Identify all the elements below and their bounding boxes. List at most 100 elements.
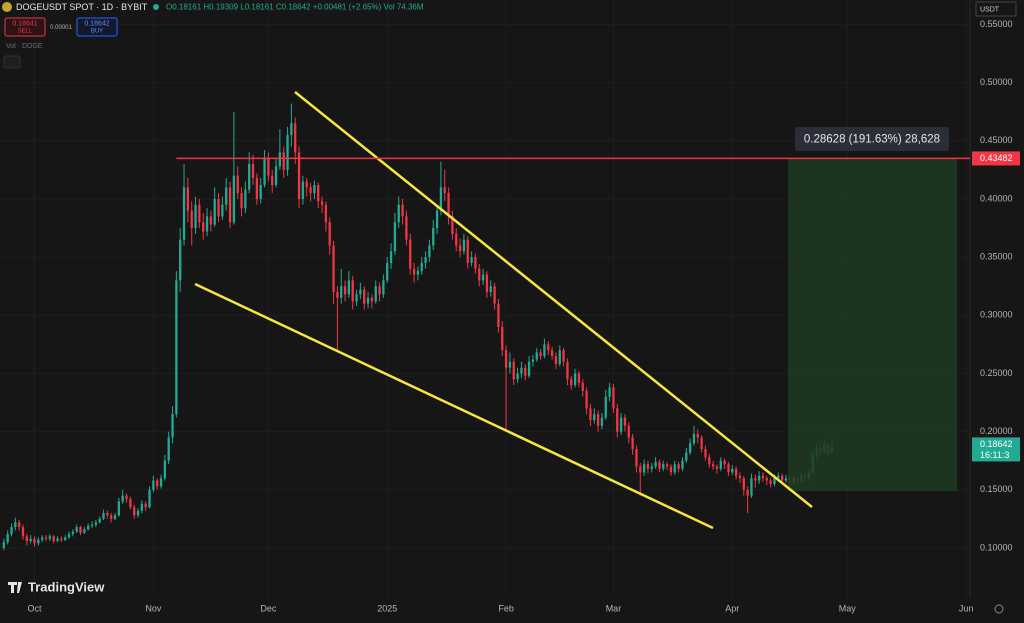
candle-body: [658, 461, 661, 469]
candle-body: [41, 537, 44, 540]
candle-body: [313, 184, 316, 194]
candle-body: [144, 503, 147, 508]
candle-body: [48, 536, 51, 539]
candle-body: [389, 251, 393, 263]
candle-body: [474, 257, 477, 269]
candle-body: [501, 326, 504, 351]
candle-body: [267, 158, 270, 176]
candle-body: [700, 437, 703, 450]
candle-body: [232, 175, 236, 223]
candle-body: [271, 175, 274, 185]
candle-body: [75, 527, 78, 532]
candle-body: [489, 286, 492, 293]
countdown: 16:11:3: [980, 450, 1009, 460]
brand: TradingView: [28, 579, 105, 594]
candle-body: [715, 466, 719, 469]
candle-body: [547, 344, 550, 351]
candle-body: [401, 204, 404, 217]
symbol: DOGEUSDT SPOT · 1D · BYBIT: [16, 2, 148, 12]
candle-body: [677, 464, 680, 469]
candle-body: [90, 524, 94, 526]
candle-body: [25, 536, 28, 541]
candle-body: [129, 499, 132, 508]
y-tick-label: 0.10000: [980, 542, 1013, 552]
candle-body: [669, 466, 673, 473]
x-tick-label: Jun: [959, 603, 974, 613]
candle-body: [328, 222, 331, 246]
candle-body: [731, 468, 734, 473]
candle-body: [221, 204, 224, 217]
candle-body: [324, 204, 328, 223]
candle-body: [608, 387, 611, 397]
candle-body: [750, 478, 753, 496]
candle-body: [619, 417, 623, 432]
candle-body: [589, 408, 592, 420]
candle-body: [290, 123, 293, 135]
candle-body: [225, 187, 228, 205]
candle-body: [83, 529, 86, 533]
ohlc: O0.18161 H0.19309 L0.18161 C0.18642 +0.0…: [166, 3, 424, 12]
candle-body: [470, 257, 473, 263]
spread: 0.00001: [50, 25, 72, 31]
y-tick-label: 0.30000: [980, 310, 1013, 320]
candle-body: [44, 537, 48, 539]
candle-body: [508, 361, 512, 368]
candle-body: [623, 417, 627, 426]
candle-body: [386, 262, 389, 281]
candle-body: [566, 361, 569, 380]
candle-body: [681, 460, 684, 469]
brand-logo: [8, 582, 22, 593]
candle-body: [420, 262, 423, 272]
candle-body: [478, 268, 481, 281]
candle-body: [424, 257, 427, 263]
candle-body: [347, 280, 351, 295]
candle-body: [382, 280, 385, 295]
x-tick-label: 2025: [377, 603, 397, 613]
candle-body: [439, 187, 443, 211]
candle-body: [520, 367, 523, 374]
candle-body: [685, 452, 688, 461]
candle-body: [616, 408, 619, 432]
candle-body: [64, 537, 67, 540]
x-tick-label: Nov: [145, 603, 162, 613]
candle-body: [205, 216, 209, 232]
candle-body: [646, 464, 650, 469]
candle-body: [531, 359, 535, 362]
candle-body: [359, 289, 362, 295]
candle-body: [71, 531, 74, 535]
candle-body: [393, 222, 397, 252]
candle-body: [696, 433, 699, 438]
candle-body: [650, 466, 653, 469]
candle-body: [136, 510, 140, 516]
candle-body: [213, 198, 216, 225]
coin-icon: [2, 2, 12, 12]
candle-body: [539, 352, 542, 357]
sell-button[interactable]: [4, 17, 46, 37]
collapse-button[interactable]: [3, 55, 21, 69]
candle-body: [397, 204, 400, 223]
candle-body: [343, 286, 347, 295]
candle-body: [662, 464, 665, 469]
candle-body: [60, 538, 63, 540]
candle-body: [493, 286, 496, 304]
candle-body: [33, 538, 36, 544]
buy-label: BUY: [91, 29, 103, 35]
candle-body: [458, 245, 462, 252]
candle-body: [600, 417, 604, 426]
candle-body: [56, 538, 59, 541]
last-price-tag: [972, 437, 1020, 462]
candle-body: [512, 361, 515, 380]
currency-box[interactable]: [975, 1, 1017, 17]
candle-body: [516, 373, 519, 380]
candle-body: [374, 286, 377, 302]
buy-button[interactable]: [76, 17, 118, 37]
candle-body: [2, 542, 5, 548]
settings-icon[interactable]: [994, 604, 1004, 614]
candle-body: [14, 522, 17, 528]
x-tick-label: Mar: [606, 603, 622, 613]
candle-body: [156, 480, 159, 487]
candle-body: [688, 443, 692, 453]
candle-body: [320, 201, 324, 205]
candle-body: [10, 527, 13, 535]
